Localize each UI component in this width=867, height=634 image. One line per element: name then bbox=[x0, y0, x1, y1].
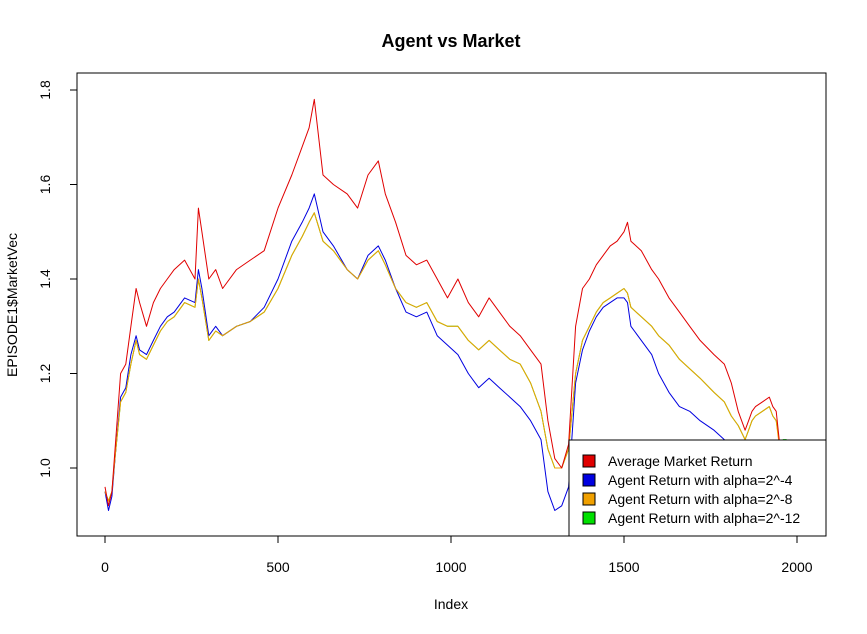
legend-swatch bbox=[582, 492, 596, 506]
series-line-1 bbox=[104, 98, 781, 507]
y-tick-label: 1.4 bbox=[37, 269, 53, 289]
x-tick-label: 0 bbox=[101, 559, 109, 575]
x-tick-label: 1500 bbox=[608, 559, 639, 575]
chart-title: Agent vs Market bbox=[381, 31, 520, 51]
y-axis-label: EPISODE1$MarketVec bbox=[4, 233, 20, 377]
x-tick-label: 500 bbox=[266, 559, 290, 575]
series-line-2 bbox=[104, 193, 746, 511]
legend: Average Market Return Agent Return with a… bbox=[568, 439, 827, 537]
x-tick-label: 2000 bbox=[781, 559, 812, 575]
y-tick-label: 1.8 bbox=[37, 80, 53, 100]
y-tick-label: 1.2 bbox=[37, 364, 53, 384]
x-axis: 0 500 1000 1500 2000 bbox=[101, 535, 813, 575]
x-axis-label: Index bbox=[434, 596, 468, 612]
y-axis: 1.0 1.2 1.4 1.6 1.8 bbox=[37, 80, 78, 478]
series-line-3 bbox=[104, 212, 781, 502]
legend-label: Agent Return with alpha=2^-4 bbox=[608, 472, 793, 488]
x-tick-label: 1000 bbox=[435, 559, 466, 575]
legend-box bbox=[568, 439, 827, 537]
legend-label: Agent Return with alpha=2^-12 bbox=[608, 510, 800, 526]
series-layer bbox=[104, 98, 787, 511]
y-tick-label: 1.0 bbox=[37, 458, 53, 478]
legend-swatch bbox=[582, 511, 596, 525]
legend-label: Agent Return with alpha=2^-8 bbox=[608, 491, 793, 507]
legend-swatch bbox=[582, 473, 596, 487]
legend-label: Average Market Return bbox=[608, 453, 752, 469]
legend-swatch bbox=[582, 454, 596, 468]
y-tick-label: 1.6 bbox=[37, 175, 53, 195]
